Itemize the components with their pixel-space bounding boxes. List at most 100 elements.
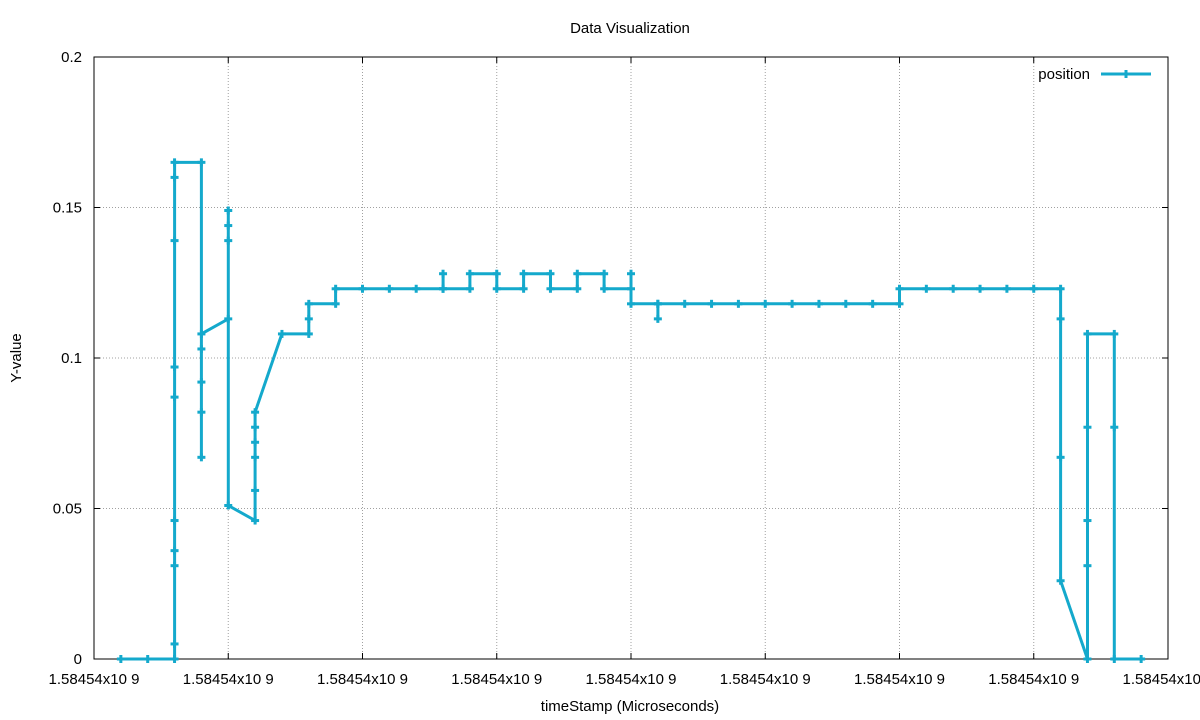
- legend-label: position: [1038, 66, 1090, 83]
- data-point: [841, 299, 850, 308]
- data-point: [331, 299, 340, 308]
- data-point: [895, 299, 904, 308]
- x-tick-label: 1.58454x10 9: [854, 671, 945, 688]
- data-point: [170, 158, 179, 167]
- data-point: [707, 299, 716, 308]
- y-tick-label: 0.1: [61, 350, 82, 367]
- data-point: [868, 299, 877, 308]
- data-point: [1056, 576, 1065, 585]
- data-point: [412, 284, 421, 293]
- data-point: [976, 284, 985, 293]
- data-point: [439, 284, 448, 293]
- data-point: [197, 344, 206, 353]
- data-point: [465, 284, 474, 293]
- data-point: [304, 329, 313, 338]
- data-point: [224, 206, 233, 215]
- data-point: [922, 284, 931, 293]
- data-point: [519, 269, 528, 278]
- data-point: [1110, 655, 1119, 663]
- data-point: [573, 269, 582, 278]
- data-point: [170, 655, 179, 663]
- data-point: [143, 655, 152, 663]
- data-point: [814, 299, 823, 308]
- x-axis-label: timeStamp (Microseconds): [541, 698, 719, 715]
- data-point: [251, 516, 260, 525]
- data-point: [1056, 453, 1065, 462]
- data-point: [519, 284, 528, 293]
- data-point: [573, 284, 582, 293]
- series-position: [116, 158, 1146, 663]
- chart-title: Data Visualization: [570, 20, 690, 37]
- data-point: [439, 269, 448, 278]
- data-point: [251, 423, 260, 432]
- data-point: [680, 299, 689, 308]
- data-point: [1083, 655, 1092, 663]
- x-tick-label: 1.58454x10 9: [1123, 671, 1200, 688]
- data-point: [170, 546, 179, 555]
- y-tick-label: 0.2: [61, 49, 82, 66]
- data-point: [224, 236, 233, 245]
- data-point: [465, 269, 474, 278]
- data-point: [761, 299, 770, 308]
- data-point: [251, 438, 260, 447]
- data-point: [116, 655, 125, 663]
- y-tick-label: 0: [74, 651, 82, 668]
- data-point: [224, 221, 233, 230]
- x-tick-label: 1.58454x10 9: [451, 671, 542, 688]
- data-point: [1110, 423, 1119, 432]
- data-point: [1083, 516, 1092, 525]
- data-point: [197, 329, 206, 338]
- y-axis-label: Y-value: [8, 333, 25, 382]
- data-point: [197, 453, 206, 462]
- data-point: [627, 299, 635, 308]
- data-point: [224, 314, 233, 323]
- data-point: [170, 639, 179, 648]
- x-tick-label: 1.58454x10 9: [720, 671, 811, 688]
- data-point: [1083, 329, 1092, 338]
- x-tick-label: 1.58454x10 9: [183, 671, 274, 688]
- x-tick-label: 1.58454x10 9: [586, 671, 677, 688]
- x-tick-label: 1.58454x10 9: [49, 671, 140, 688]
- data-point: [197, 158, 206, 167]
- data-point: [492, 269, 501, 278]
- y-tick-label: 0.05: [53, 501, 82, 518]
- data-point: [600, 269, 609, 278]
- data-point: [653, 299, 662, 308]
- data-point: [1083, 423, 1092, 432]
- data-point: [197, 408, 206, 417]
- data-point: [304, 314, 313, 323]
- data-point: [1110, 329, 1119, 338]
- data-point: [546, 284, 555, 293]
- data-point: [653, 314, 662, 323]
- data-point: [546, 269, 555, 278]
- data-point: [331, 284, 340, 293]
- x-tick-label: 1.58454x10 9: [988, 671, 1079, 688]
- data-point: [224, 501, 233, 510]
- data-point: [492, 284, 501, 293]
- data-point: [1002, 284, 1011, 293]
- data-point: [949, 284, 958, 293]
- data-point: [895, 284, 904, 293]
- data-point: [170, 173, 179, 182]
- data-point: [197, 378, 206, 387]
- data-point: [170, 561, 179, 570]
- data-point: [170, 393, 179, 402]
- legend: position: [1038, 66, 1151, 83]
- data-point: [627, 269, 635, 278]
- data-point: [304, 299, 313, 308]
- data-point: [358, 284, 367, 293]
- data-point: [170, 516, 179, 525]
- data-point: [170, 363, 179, 372]
- data-point: [600, 284, 609, 293]
- data-point: [170, 236, 179, 245]
- data-point: [1056, 284, 1065, 293]
- data-point: [251, 453, 260, 462]
- data-point: [277, 329, 286, 338]
- data-point: [627, 284, 635, 293]
- data-point: [788, 299, 797, 308]
- data-point: [1137, 655, 1146, 663]
- data-point: [1083, 561, 1092, 570]
- data-point: [734, 299, 743, 308]
